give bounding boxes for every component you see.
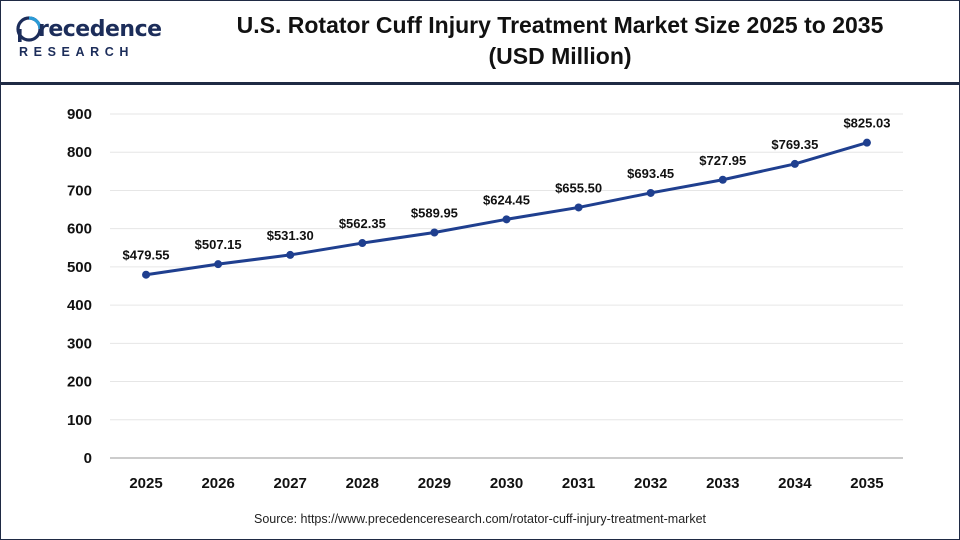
x-tick-label: 2026 — [201, 475, 234, 492]
data-point-2030 — [502, 215, 511, 224]
data-label-2029: $589.95 — [411, 206, 458, 221]
data-labels: $479.55 $507.15 $531.30 $562.35 $589.95 $624.… — [123, 116, 891, 263]
x-tick-label: 2032 — [634, 475, 667, 492]
source-note: Source: https://www.precedenceresearch.c… — [253, 512, 707, 526]
data-point-2033 — [718, 175, 727, 184]
x-tick-label: 2028 — [346, 475, 379, 492]
x-tick-label: 2035 — [850, 475, 883, 492]
x-tick-label: 2034 — [778, 475, 812, 492]
data-point-2032 — [646, 188, 655, 197]
x-tick-label: 2033 — [706, 475, 739, 492]
data-label-2026: $507.15 — [195, 237, 242, 252]
title-divider — [0, 82, 960, 85]
data-label-2025: $479.55 — [123, 248, 170, 263]
y-tick-label: 300 — [67, 335, 92, 352]
y-tick-label: 700 — [67, 182, 92, 199]
y-axis-ticks: 0 100 200 300 400 500 600 700 800 900 — [67, 106, 92, 467]
y-tick-label: 500 — [67, 259, 92, 276]
data-label-2027: $531.30 — [267, 228, 314, 243]
y-tick-label: 400 — [67, 297, 92, 314]
header: recedence RESEARCH U.S. Rotator Cuff Inj… — [0, 0, 960, 82]
chart-title: U.S. Rotator Cuff Injury Treatment Marke… — [180, 10, 940, 72]
data-point-2028 — [358, 239, 367, 248]
logo-wordmark: recedence — [16, 14, 166, 44]
data-label-2028: $562.35 — [339, 216, 386, 231]
data-point-2031 — [574, 203, 583, 212]
y-tick-label: 600 — [67, 221, 92, 238]
data-point-2027 — [286, 250, 295, 259]
chart-title-line2: (USD Million) — [488, 43, 632, 69]
data-points — [142, 138, 871, 279]
gridlines — [110, 113, 903, 421]
x-tick-label: 2025 — [129, 475, 162, 492]
x-tick-label: 2029 — [418, 475, 451, 492]
logo-p-icon — [16, 16, 42, 42]
y-tick-label: 900 — [67, 106, 92, 123]
data-label-2032: $693.45 — [627, 166, 674, 181]
data-point-2035 — [862, 138, 871, 147]
y-tick-label: 800 — [67, 144, 92, 161]
data-label-2031: $655.50 — [555, 180, 602, 195]
series-line — [145, 141, 868, 277]
logo-subtitle: RESEARCH — [19, 45, 134, 59]
chart-title-line1: U.S. Rotator Cuff Injury Treatment Marke… — [236, 12, 884, 38]
x-tick-label: 2027 — [274, 475, 307, 492]
x-tick-label: 2030 — [490, 475, 523, 492]
x-axis-ticks: 2025 2026 2027 2028 2029 2030 2031 2032 2033 2034… — [129, 475, 883, 492]
data-point-2029 — [430, 228, 439, 237]
data-point-2026 — [214, 260, 223, 269]
data-label-2034: $769.35 — [771, 137, 818, 152]
data-label-2033: $727.95 — [699, 153, 746, 168]
data-point-2025 — [142, 270, 151, 279]
y-tick-label: 200 — [67, 374, 92, 391]
data-label-2030: $624.45 — [483, 192, 530, 207]
data-label-2035: $825.03 — [843, 116, 890, 131]
y-tick-label: 0 — [84, 450, 92, 467]
brand-logo: recedence RESEARCH — [16, 14, 166, 64]
data-point-2034 — [790, 159, 799, 168]
y-tick-label: 100 — [67, 412, 92, 429]
x-tick-label: 2031 — [562, 475, 595, 492]
logo-word: recedence — [38, 16, 162, 42]
